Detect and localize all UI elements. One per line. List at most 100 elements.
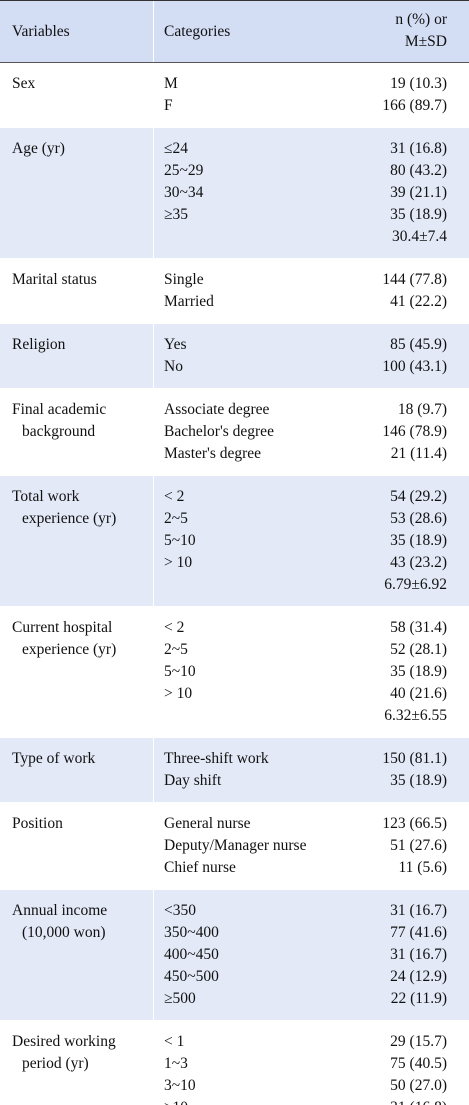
category-text: > 10 xyxy=(164,685,193,702)
category-cell: < 2 2~5 5~10 > 10 xyxy=(154,607,364,737)
value-text: 43 (23.2) xyxy=(390,554,447,571)
value-cell: 18 (9.7) 146 (78.9) 21 (11.4) xyxy=(364,389,469,475)
category-text: < 1 xyxy=(164,1033,185,1050)
category-text: 5~10 xyxy=(164,532,196,549)
value-text: 41 (22.2) xyxy=(390,293,447,310)
value-cell: 31 (16.7) 77 (41.6) 31 (16.7) 24 (12.9) 22 (… xyxy=(364,890,469,1020)
summary-text: 6.32±6.55 xyxy=(384,707,447,724)
variable-cell: Current hospital experience (yr) xyxy=(0,607,154,737)
category-cell: < 1 1~3 3~10 ≥10 xyxy=(154,1021,364,1105)
variable-text: Total work xyxy=(12,488,80,505)
category-text: ≥500 xyxy=(164,990,196,1007)
value-text: 100 (43.1) xyxy=(382,358,447,375)
category-text: ≤24 xyxy=(164,140,189,157)
category-cell: General nurse Deputy/Manager nurse Chief n… xyxy=(154,803,364,889)
value-text: 75 (40.5) xyxy=(390,1055,447,1072)
variable-cell: Total work experience (yr) xyxy=(0,476,154,606)
category-cell: Single Married xyxy=(154,259,364,323)
variable-cell: Marital status xyxy=(0,259,154,323)
variable-cell: Annual income (10,000 won) xyxy=(0,890,154,1020)
category-text: Three-shift work xyxy=(164,750,269,767)
variable-text: Marital status xyxy=(12,271,97,288)
category-text: 25~29 xyxy=(164,162,204,179)
value-text: 53 (28.6) xyxy=(390,510,447,527)
variable-cell: Desired working period (yr) xyxy=(0,1021,154,1105)
category-text: < 2 xyxy=(164,619,185,636)
value-cell: 58 (31.4) 52 (28.1) 35 (18.9) 40 (21.6) 6.32… xyxy=(364,607,469,737)
value-cell: 31 (16.8) 80 (43.2) 39 (21.1) 35 (18.9) 30.4… xyxy=(364,128,469,258)
category-text: < 2 xyxy=(164,488,185,505)
value-cell: 19 (10.3) 166 (89.7) xyxy=(364,63,469,127)
value-text: 40 (21.6) xyxy=(390,685,447,702)
category-text: F xyxy=(164,97,173,114)
category-text: Yes xyxy=(164,336,187,353)
variable-text: experience (yr) xyxy=(22,641,117,658)
value-text: 35 (18.9) xyxy=(390,772,447,789)
category-text: General nurse xyxy=(164,815,251,832)
header-text: Variables xyxy=(12,23,70,40)
category-text: Associate degree xyxy=(164,401,270,418)
category-text: Deputy/Manager nurse xyxy=(164,837,307,854)
value-cell: 144 (77.8) 41 (22.2) xyxy=(364,259,469,323)
group-row: Sex M F 19 (10.3) 166 (89.7) xyxy=(0,63,469,128)
value-text: 39 (21.1) xyxy=(390,184,447,201)
value-text: 85 (45.9) xyxy=(390,336,447,353)
header-row: Variables Categories n (%) or M±SD xyxy=(0,1,469,63)
group-row: Final academic background Associate degree… xyxy=(0,389,469,476)
variable-cell: Type of work xyxy=(0,738,154,802)
variable-text: experience (yr) xyxy=(22,510,117,527)
value-text: 31 (16.8) xyxy=(364,1097,447,1105)
value-text: 58 (31.4) xyxy=(390,619,447,636)
category-text: No xyxy=(164,358,183,375)
category-text: 3~10 xyxy=(164,1077,196,1094)
group-row: Religion Yes No 85 (45.9) 100 (43.1) xyxy=(0,324,469,389)
value-cell: 85 (45.9) 100 (43.1) xyxy=(364,324,469,388)
value-cell: 123 (66.5) 51 (27.6) 11 (5.6) xyxy=(364,803,469,889)
variable-text: Annual income xyxy=(12,902,108,919)
value-text: 22 (11.9) xyxy=(390,990,447,1007)
category-cell: Three-shift work Day shift xyxy=(154,738,364,802)
category-text: Master's degree xyxy=(164,445,262,462)
value-text: 21 (11.4) xyxy=(390,445,447,462)
category-cell: Yes No xyxy=(154,324,364,388)
value-text: 80 (43.2) xyxy=(390,162,447,179)
header-text: Categories xyxy=(164,23,231,40)
category-text: 1~3 xyxy=(164,1055,188,1072)
category-cell: ≤24 25~29 30~34 ≥35 xyxy=(154,128,364,258)
group-row: Annual income (10,000 won) <350 350~400 400~… xyxy=(0,890,469,1021)
variable-cell: Final academic background xyxy=(0,389,154,475)
category-text: 2~5 xyxy=(164,510,188,527)
category-text: 350~400 xyxy=(164,924,219,941)
summary-text: 6.79±6.92 xyxy=(384,576,447,593)
variable-text: background xyxy=(22,423,96,440)
value-text: 35 (18.9) xyxy=(390,663,447,680)
group-row: Marital status Single Married 144 (77.8) 41 … xyxy=(0,259,469,324)
category-text: 400~450 xyxy=(164,946,219,963)
header-cell: n (%) or M±SD xyxy=(364,1,469,62)
category-text: Bachelor's degree xyxy=(164,423,274,440)
value-text: 11 (5.6) xyxy=(398,859,448,876)
category-text: 5~10 xyxy=(164,663,196,680)
variable-cell: Sex xyxy=(0,63,154,127)
variable-text: Current hospital xyxy=(12,619,113,636)
header-text: n (%) or xyxy=(395,11,447,28)
header-cell: Variables xyxy=(0,1,154,62)
value-text: 31 (16.7) xyxy=(390,946,447,963)
category-text: > 10 xyxy=(164,554,193,571)
value-text: 35 (18.9) xyxy=(390,532,447,549)
value-text: 54 (29.2) xyxy=(390,488,447,505)
value-text: 18 (9.7) xyxy=(397,401,447,418)
category-cell: <350 350~400 400~450 450~500 ≥500 xyxy=(154,890,364,1020)
variable-text: period (yr) xyxy=(22,1055,89,1072)
value-text: 24 (12.9) xyxy=(390,968,447,985)
group-row: Total work experience (yr) < 2 2~5 5~10 > 10 5… xyxy=(0,476,469,607)
variable-cell: Religion xyxy=(0,324,154,388)
category-text: 450~500 xyxy=(164,968,219,985)
category-text: 2~5 xyxy=(164,641,188,658)
value-text: 146 (78.9) xyxy=(382,423,447,440)
variable-text: Type of work xyxy=(12,750,96,767)
variable-text: Position xyxy=(12,815,63,832)
